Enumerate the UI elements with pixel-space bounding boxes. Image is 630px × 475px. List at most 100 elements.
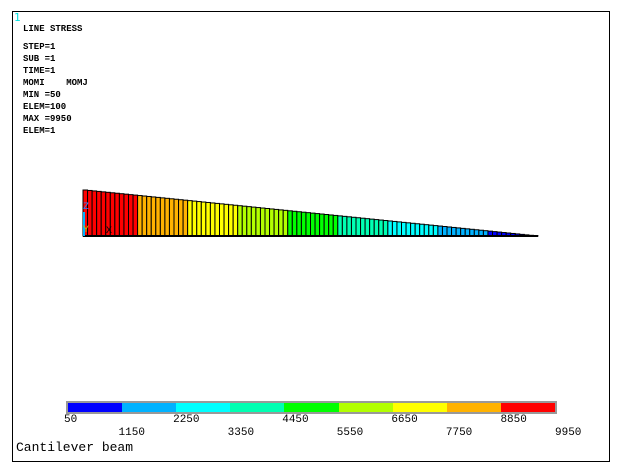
- element-bar: [278, 209, 284, 237]
- element-bar: [296, 211, 302, 237]
- window-number: 1: [14, 11, 21, 24]
- element-bar: [391, 220, 398, 237]
- element-bar: [209, 202, 216, 237]
- element-bar: [191, 200, 198, 237]
- element-bar: [200, 201, 207, 237]
- element-bar: [364, 218, 371, 237]
- element-bar: [369, 218, 375, 237]
- element-bar: [269, 208, 275, 237]
- element-bar: [259, 207, 266, 237]
- element-bar: [446, 226, 453, 237]
- element-bar: [432, 225, 439, 237]
- element-bar: [123, 193, 129, 237]
- legend-swatch: [176, 403, 231, 412]
- element-bar: [423, 224, 430, 237]
- element-bar: [228, 204, 234, 237]
- element-bar: [337, 215, 343, 237]
- legend-label: 50: [64, 414, 78, 426]
- element-bar: [319, 213, 325, 237]
- element-bar: [237, 205, 243, 237]
- element-bar: [419, 223, 425, 237]
- element-bar: [387, 220, 393, 237]
- element-bar: [141, 195, 148, 237]
- triad-label-y: Y: [83, 225, 89, 236]
- element-bar: [305, 212, 312, 237]
- element-bar: [373, 219, 380, 237]
- element-bar: [159, 197, 166, 237]
- element-bar: [414, 223, 421, 237]
- info-sub: SUB =1: [23, 54, 56, 64]
- element-bar: [246, 206, 252, 237]
- legend-swatch: [230, 403, 285, 412]
- element-bar: [323, 214, 330, 237]
- element-bar: [460, 227, 466, 237]
- element-bar: [182, 199, 189, 237]
- element-bar: [223, 203, 230, 237]
- element-bar: [328, 214, 334, 237]
- element-bar: [350, 216, 357, 237]
- element-bar: [150, 196, 157, 237]
- legend-label: 3350: [227, 427, 255, 439]
- element-bar: [451, 226, 457, 237]
- element-bar: [205, 201, 211, 237]
- triad-label-z: Z: [83, 202, 89, 213]
- triad-label-x: X: [106, 226, 112, 237]
- element-bar: [91, 190, 98, 237]
- element-bar: [137, 195, 143, 237]
- element-bar: [219, 203, 225, 237]
- info-quantity: MOMI MOMJ: [23, 78, 88, 88]
- element-bar: [146, 195, 152, 237]
- element-bar: [96, 190, 102, 237]
- element-bar: [118, 193, 125, 237]
- info-min-elem: ELEM=100: [23, 102, 67, 112]
- info-step: STEP=1: [23, 42, 56, 52]
- legend-swatch: [338, 403, 393, 412]
- element-bar: [132, 194, 139, 237]
- element-bar: [378, 219, 384, 237]
- element-bar: [287, 210, 293, 237]
- legend-label: 4450: [282, 414, 309, 426]
- element-bar: [114, 192, 120, 237]
- legend-label: 2250: [173, 414, 200, 426]
- legend-label: 8850: [500, 414, 527, 426]
- info-time: TIME=1: [23, 66, 56, 76]
- element-bar: [441, 226, 448, 237]
- info-min: MIN =50: [23, 90, 61, 100]
- element-bar: [341, 215, 348, 237]
- element-bar: [187, 200, 193, 237]
- element-bar: [332, 214, 339, 237]
- element-bar: [437, 225, 443, 237]
- legend-swatch: [392, 403, 447, 412]
- element-bar: [428, 224, 434, 237]
- element-bar: [282, 209, 289, 237]
- element-bar: [128, 194, 134, 237]
- legend-label: 9950: [555, 427, 582, 439]
- element-bar: [469, 228, 475, 237]
- legend-label: 1150: [118, 427, 145, 439]
- graphics-window: [12, 11, 610, 462]
- element-bar: [214, 202, 220, 237]
- element-bar: [255, 207, 261, 237]
- element-bar: [346, 216, 352, 237]
- element-bar: [360, 217, 366, 237]
- element-bar: [241, 205, 248, 237]
- element-bar: [314, 213, 321, 237]
- element-bar: [273, 208, 280, 237]
- plot-caption: Cantilever beam: [16, 440, 134, 455]
- element-bar: [155, 196, 161, 237]
- element-bar: [455, 227, 462, 237]
- element-bar: [300, 211, 307, 237]
- contour-legend: [66, 401, 557, 414]
- legend-swatch: [500, 403, 555, 412]
- legend-swatch: [284, 403, 339, 412]
- legend-label: 6650: [391, 414, 418, 426]
- legend-swatch: [68, 403, 123, 412]
- element-bar: [178, 199, 184, 237]
- element-bar: [168, 198, 175, 237]
- element-bar: [232, 204, 239, 237]
- element-bar: [464, 228, 471, 237]
- info-max: MAX =9950: [23, 114, 72, 124]
- element-bar: [310, 212, 316, 237]
- element-bar: [410, 222, 416, 237]
